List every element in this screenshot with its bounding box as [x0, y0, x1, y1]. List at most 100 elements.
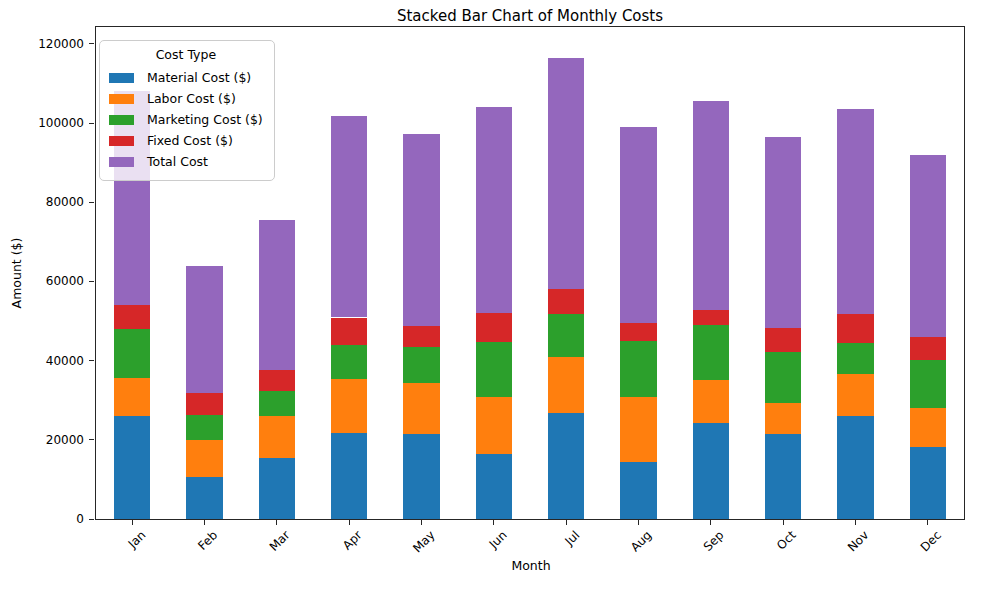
- bar-segment-jan-marketing-cost: [114, 329, 150, 378]
- stacked-bar-chart-figure: Stacked Bar Chart of Monthly Costs Amoun…: [0, 0, 989, 590]
- legend-swatch-material-cost: [109, 73, 134, 83]
- legend-label-material-cost: Material Cost ($): [147, 70, 251, 85]
- bar-segment-jan-material-cost: [114, 416, 150, 519]
- plot-area: Cost Type Material Cost ($) Labor Cost ($…: [95, 26, 965, 520]
- bar-segment-feb-total-cost: [186, 266, 222, 392]
- bar-segment-mar-material-cost: [259, 458, 295, 519]
- bar-segment-jun-total-cost: [476, 107, 512, 313]
- x-tick-label-feb: Feb: [195, 528, 220, 553]
- bar-segment-mar-labor-cost: [259, 416, 295, 458]
- bar-segment-dec-labor-cost: [910, 408, 946, 446]
- bar-segment-dec-marketing-cost: [910, 360, 946, 408]
- x-tick-label-may: May: [410, 528, 437, 555]
- x-tick-mark: [421, 520, 422, 525]
- y-tick-mark: [89, 439, 94, 440]
- bar-segment-aug-fixed-cost: [620, 323, 656, 341]
- bar-segment-may-fixed-cost: [403, 326, 439, 347]
- bar-segment-jun-material-cost: [476, 454, 512, 519]
- bar-segment-jul-fixed-cost: [548, 289, 584, 314]
- y-tick-label: 80000: [6, 195, 84, 209]
- x-tick-mark: [276, 520, 277, 525]
- x-tick-mark: [855, 520, 856, 525]
- chart-title: Stacked Bar Chart of Monthly Costs: [397, 7, 663, 25]
- bar-segment-feb-material-cost: [186, 477, 222, 519]
- bar-segment-sep-fixed-cost: [693, 310, 729, 325]
- bar-segment-mar-fixed-cost: [259, 370, 295, 392]
- bar-segment-jun-fixed-cost: [476, 313, 512, 342]
- x-axis-label: Month: [511, 558, 550, 573]
- x-tick-mark: [638, 520, 639, 525]
- x-tick-mark: [927, 520, 928, 525]
- y-tick-mark: [89, 360, 94, 361]
- x-tick-mark: [783, 520, 784, 525]
- x-tick-label-jul: Jul: [562, 528, 582, 548]
- bar-segment-feb-fixed-cost: [186, 393, 222, 416]
- bar-segment-sep-material-cost: [693, 423, 729, 519]
- legend-item-total-cost: Total Cost: [109, 151, 263, 172]
- bar-segment-may-labor-cost: [403, 383, 439, 434]
- bar-segment-apr-material-cost: [331, 433, 367, 519]
- x-tick-label-jun: Jun: [487, 528, 510, 551]
- bar-segment-jul-total-cost: [548, 58, 584, 288]
- bar-segment-nov-marketing-cost: [837, 343, 873, 374]
- y-tick-mark: [89, 43, 94, 44]
- legend-label-labor-cost: Labor Cost ($): [147, 91, 236, 106]
- legend-item-labor-cost: Labor Cost ($): [109, 88, 263, 109]
- bar-segment-dec-total-cost: [910, 155, 946, 337]
- x-tick-label-sep: Sep: [701, 528, 727, 554]
- x-tick-label-apr: Apr: [340, 528, 365, 553]
- bar-segment-jun-marketing-cost: [476, 342, 512, 396]
- y-tick-label: 0: [6, 512, 84, 526]
- bar-segment-mar-marketing-cost: [259, 391, 295, 416]
- legend-swatch-marketing-cost: [109, 115, 134, 125]
- bar-segment-jul-material-cost: [548, 413, 584, 519]
- bar-segment-apr-fixed-cost: [331, 318, 367, 345]
- bar-segment-feb-labor-cost: [186, 440, 222, 476]
- legend-title: Cost Type: [109, 47, 263, 62]
- bar-segment-may-marketing-cost: [403, 347, 439, 382]
- bar-segment-oct-total-cost: [765, 137, 801, 328]
- x-tick-mark: [204, 520, 205, 525]
- legend-swatch-total-cost: [109, 157, 134, 167]
- bar-segment-dec-fixed-cost: [910, 337, 946, 360]
- y-tick-label: 40000: [6, 354, 84, 368]
- legend-label-marketing-cost: Marketing Cost ($): [147, 112, 263, 127]
- y-tick-label: 20000: [6, 433, 84, 447]
- legend-item-material-cost: Material Cost ($): [109, 67, 263, 88]
- bar-segment-aug-total-cost: [620, 127, 656, 323]
- bar-segment-nov-total-cost: [837, 109, 873, 314]
- y-tick-mark: [89, 123, 94, 124]
- y-axis-label: Amount ($): [9, 238, 24, 309]
- x-tick-mark: [566, 520, 567, 525]
- bar-segment-oct-material-cost: [765, 434, 801, 519]
- x-tick-label-nov: Nov: [845, 528, 871, 554]
- bar-segment-may-material-cost: [403, 434, 439, 519]
- bar-segment-nov-fixed-cost: [837, 314, 873, 343]
- y-tick-mark: [89, 202, 94, 203]
- bar-segment-jun-labor-cost: [476, 397, 512, 454]
- bar-segment-jul-marketing-cost: [548, 314, 584, 357]
- y-tick-mark: [89, 519, 94, 520]
- bar-segment-nov-labor-cost: [837, 374, 873, 416]
- x-tick-mark: [710, 520, 711, 525]
- y-tick-label: 100000: [6, 116, 84, 130]
- x-tick-mark: [349, 520, 350, 525]
- bar-segment-sep-labor-cost: [693, 380, 729, 423]
- bar-segment-jan-fixed-cost: [114, 305, 150, 329]
- bar-segment-mar-total-cost: [259, 220, 295, 369]
- bar-segment-aug-marketing-cost: [620, 341, 656, 396]
- x-tick-mark: [132, 520, 133, 525]
- legend-item-fixed-cost: Fixed Cost ($): [109, 130, 263, 151]
- bar-segment-oct-fixed-cost: [765, 328, 801, 352]
- bar-segment-dec-material-cost: [910, 447, 946, 519]
- y-tick-label: 60000: [6, 274, 84, 288]
- x-tick-label-mar: Mar: [267, 528, 293, 554]
- bar-segment-aug-material-cost: [620, 462, 656, 519]
- bar-segment-oct-marketing-cost: [765, 352, 801, 403]
- bar-segment-apr-marketing-cost: [331, 345, 367, 379]
- bar-segment-jul-labor-cost: [548, 357, 584, 413]
- legend-swatch-labor-cost: [109, 94, 134, 104]
- bar-segment-apr-labor-cost: [331, 379, 367, 433]
- x-tick-label-jan: Jan: [125, 528, 148, 551]
- bar-segment-sep-total-cost: [693, 101, 729, 310]
